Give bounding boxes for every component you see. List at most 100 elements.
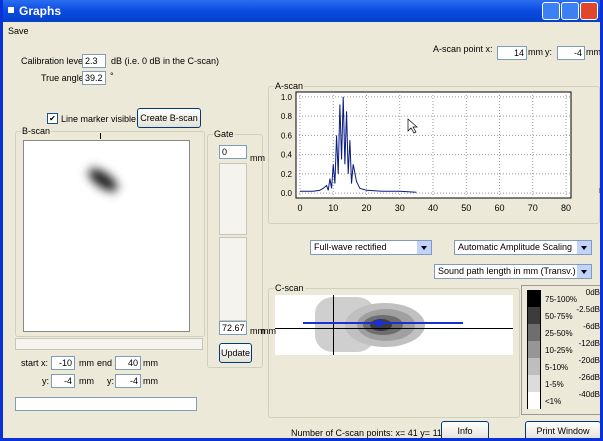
text-input[interactable]: 40	[115, 356, 141, 370]
text-input[interactable]: 0	[219, 145, 247, 159]
legend-db: -20dB	[579, 356, 600, 365]
dropdown-value: Automatic Amplitude Scaling	[458, 242, 572, 252]
text-input[interactable]: 2.3	[82, 54, 106, 68]
group-title: B-scan	[21, 126, 51, 136]
legend-range: 5-10%	[545, 363, 568, 372]
y-tick-label: 0.0	[281, 189, 293, 198]
checkbox[interactable]: ✔	[47, 113, 58, 124]
legend-db: -6dB	[583, 322, 600, 331]
window: Graphs Save Calibration level 2.3 dB (i.…	[0, 0, 603, 441]
legend-range: 50-75%	[545, 312, 573, 321]
button[interactable]: Info	[441, 421, 489, 441]
group-title: Gate	[213, 129, 235, 139]
legend-db: -40dB	[579, 390, 600, 399]
legend-swatch	[527, 375, 541, 392]
b-scan-blob	[85, 165, 121, 196]
legend-range: 75-100%	[545, 295, 577, 304]
legend-range: <1%	[545, 397, 561, 406]
app-icon	[8, 7, 14, 13]
y-tick-label: 0.2	[281, 170, 293, 179]
legend-range: 10-25%	[545, 346, 573, 355]
legend-range: 25-50%	[545, 329, 573, 338]
legend-db: 0dB	[586, 288, 600, 297]
label: mm	[528, 47, 543, 57]
b-scan-line	[303, 322, 463, 324]
c-scan-image	[275, 295, 513, 355]
scrollbar[interactable]	[15, 338, 203, 350]
legend-swatch	[527, 341, 541, 358]
x-tick-label: 20	[361, 203, 371, 213]
legend-swatch	[527, 392, 541, 409]
label: °	[110, 71, 114, 81]
label: mm	[250, 153, 265, 163]
x-tick-label: 10	[328, 203, 338, 213]
label: mm	[261, 326, 276, 336]
scrollbar[interactable]	[219, 163, 247, 235]
b-scan-group: B-scan	[15, 131, 205, 337]
minimize-button[interactable]	[542, 2, 560, 20]
text-input[interactable]: -4	[51, 374, 75, 388]
label: Calibration level	[21, 56, 85, 66]
text-input[interactable]: -10	[51, 356, 75, 370]
x-tick-label: 30	[395, 203, 405, 213]
text-input[interactable]: -4	[557, 46, 585, 60]
title-bar: Graphs	[0, 0, 603, 22]
button[interactable]: Create B-scan	[137, 108, 201, 128]
text-input[interactable]: -4	[115, 374, 141, 388]
text-input[interactable]: 72.67	[219, 321, 247, 335]
legend-swatch	[527, 290, 541, 307]
button[interactable]: Print Window	[525, 421, 601, 441]
label: mm	[586, 47, 601, 57]
x-axis-unit: m	[599, 185, 603, 195]
x-tick-label: 0	[297, 203, 302, 213]
label: dB (i.e. 0 dB in the C-scan)	[111, 56, 219, 66]
close-button[interactable]	[580, 2, 598, 20]
label: start x:	[21, 358, 48, 368]
label: y:	[107, 376, 114, 386]
x-tick-label: 70	[528, 203, 538, 213]
status-text: Number of C-scan points: x= 41 y= 11	[291, 428, 442, 438]
label: mm	[79, 376, 94, 386]
c-scan-line	[333, 295, 334, 355]
y-tick-label: 0.4	[281, 151, 293, 160]
c-scan-legend: 75-100%0dB50-75%-2.5dB25-50%-6dB10-25%-1…	[521, 285, 603, 415]
label: A-scan point x:	[433, 44, 493, 54]
label: y:	[42, 376, 49, 386]
legend-swatch	[527, 324, 541, 341]
group-title: C-scan	[274, 283, 305, 293]
c-scan-line	[275, 328, 513, 329]
legend-swatch	[527, 358, 541, 375]
window-title: Graphs	[19, 4, 61, 18]
dropdown[interactable]: Full-wave rectified	[310, 240, 432, 255]
y-tick-label: 0.8	[281, 112, 293, 121]
y-tick-label: 1.0	[281, 93, 293, 102]
legend-range: 1-5%	[545, 380, 564, 389]
a-scan-chart: 0.00.20.40.60.81.001020304050607080m	[268, 86, 603, 222]
dropdown[interactable]: Sound path length in mm (Transv.)	[434, 264, 592, 279]
x-tick-label: 40	[428, 203, 438, 213]
marker	[100, 133, 101, 139]
scrollbar[interactable]	[219, 237, 247, 321]
x-tick-label: 50	[461, 203, 471, 213]
label: True angle	[41, 73, 84, 83]
legend-db: -12dB	[579, 339, 600, 348]
label: mm	[79, 358, 94, 368]
label: mm	[143, 358, 158, 368]
label: y:	[545, 47, 552, 57]
label: mm	[143, 376, 158, 386]
maximize-button[interactable]	[561, 2, 579, 20]
b-scan-image	[23, 140, 190, 332]
legend-swatch	[527, 307, 541, 324]
text-input[interactable]: 14	[497, 46, 527, 60]
x-tick-label: 80	[561, 203, 571, 213]
c-scan-group: C-scan	[268, 288, 520, 418]
dropdown-value: Sound path length in mm (Transv.)	[438, 266, 576, 276]
dropdown[interactable]: Automatic Amplitude Scaling	[454, 240, 592, 255]
dropdown-value: Full-wave rectified	[314, 242, 387, 252]
checkbox-label: Line marker visible	[61, 114, 136, 124]
text-field[interactable]	[15, 397, 197, 411]
x-tick-label: 60	[494, 203, 504, 213]
text-input[interactable]: 39.2	[82, 71, 106, 85]
button[interactable]: Update	[219, 343, 252, 363]
menu-item[interactable]: Save	[8, 26, 29, 36]
